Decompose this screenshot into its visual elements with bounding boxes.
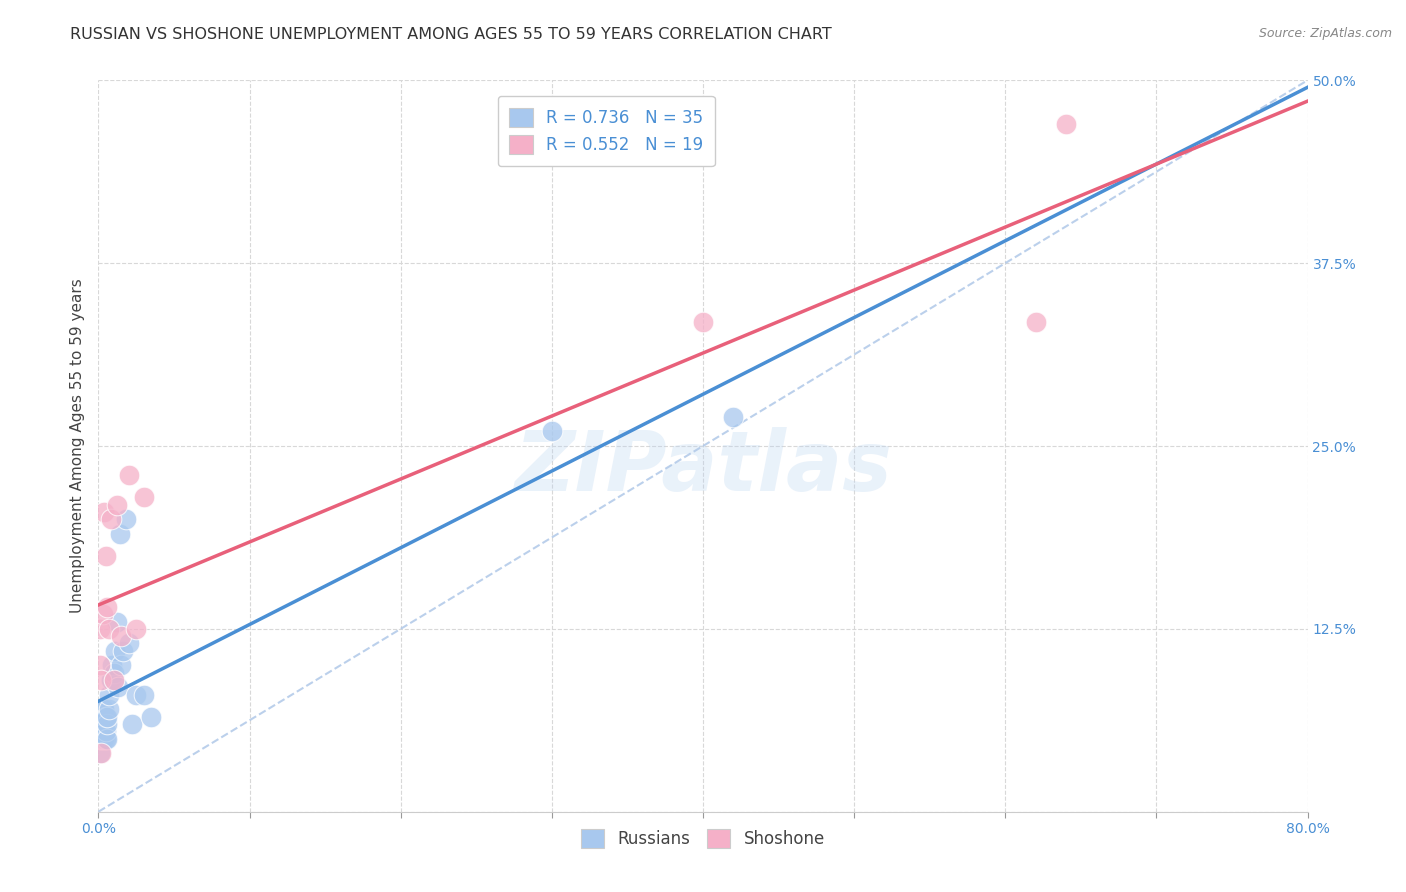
Text: Source: ZipAtlas.com: Source: ZipAtlas.com xyxy=(1258,27,1392,40)
Point xyxy=(94,549,117,563)
Point xyxy=(91,717,114,731)
Point xyxy=(90,746,112,760)
Point xyxy=(98,702,121,716)
Point xyxy=(692,315,714,329)
Point xyxy=(105,615,128,629)
Point xyxy=(98,622,121,636)
Point xyxy=(107,681,129,695)
Point xyxy=(100,512,122,526)
Point xyxy=(1054,117,1077,131)
Point xyxy=(125,688,148,702)
Point xyxy=(104,644,127,658)
Point xyxy=(540,425,562,439)
Point xyxy=(125,622,148,636)
Point xyxy=(114,512,136,526)
Point xyxy=(91,607,114,622)
Y-axis label: Unemployment Among Ages 55 to 59 years: Unemployment Among Ages 55 to 59 years xyxy=(69,278,84,614)
Point xyxy=(96,709,118,723)
Text: RUSSIAN VS SHOSHONE UNEMPLOYMENT AMONG AGES 55 TO 59 YEARS CORRELATION CHART: RUSSIAN VS SHOSHONE UNEMPLOYMENT AMONG A… xyxy=(70,27,832,42)
Point xyxy=(118,468,141,483)
Text: ZIPatlas: ZIPatlas xyxy=(515,427,891,508)
Point xyxy=(91,731,114,746)
Point xyxy=(90,673,112,687)
Point xyxy=(89,658,111,673)
Point xyxy=(93,717,115,731)
Legend: Russians, Shoshone: Russians, Shoshone xyxy=(574,822,832,855)
Point xyxy=(110,658,132,673)
Point xyxy=(94,731,117,746)
Point xyxy=(132,490,155,504)
Point xyxy=(1024,315,1046,329)
Point xyxy=(93,731,115,746)
Point xyxy=(96,717,118,731)
Point xyxy=(141,709,163,723)
Point xyxy=(90,731,112,746)
Point xyxy=(91,702,114,716)
Point xyxy=(89,746,111,760)
Point xyxy=(98,688,121,702)
Point xyxy=(90,717,112,731)
Point xyxy=(105,498,128,512)
Point xyxy=(101,658,124,673)
Point xyxy=(111,644,134,658)
Point xyxy=(118,636,141,650)
Point xyxy=(103,673,125,687)
Point xyxy=(110,629,132,643)
Point xyxy=(108,526,131,541)
Point xyxy=(96,599,118,614)
Point xyxy=(93,505,115,519)
Point xyxy=(93,702,115,716)
Point xyxy=(100,673,122,687)
Point xyxy=(89,731,111,746)
Point xyxy=(723,409,745,424)
Point xyxy=(94,724,117,739)
Point xyxy=(94,709,117,723)
Point xyxy=(132,688,155,702)
Point xyxy=(103,665,125,680)
Point xyxy=(96,731,118,746)
Point xyxy=(121,717,143,731)
Point xyxy=(89,622,111,636)
